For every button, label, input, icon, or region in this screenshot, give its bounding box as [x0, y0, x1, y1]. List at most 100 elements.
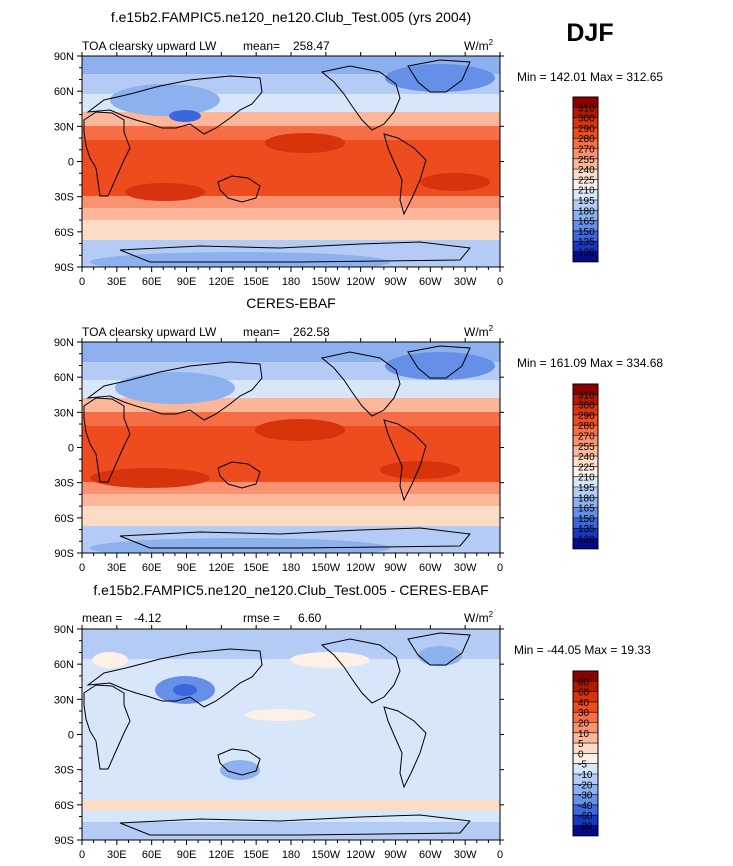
colorbar-box — [573, 691, 598, 703]
anomaly-australia — [220, 760, 260, 780]
rmse-label: rmse = — [243, 611, 280, 625]
x-tick-label: 30W — [454, 562, 477, 574]
x-tick-label: 120W — [346, 562, 375, 574]
x-tick-label: 90W — [384, 276, 407, 288]
colorbar-box — [573, 404, 598, 416]
anomaly-asia-cold — [110, 84, 220, 116]
colorbar-box — [573, 681, 598, 692]
y-tick-label: 90S — [54, 835, 74, 847]
x-tick-label: 120E — [208, 276, 234, 288]
colorbar-box — [573, 466, 598, 477]
x-tick-label: 90W — [384, 562, 407, 574]
colorbar-label: -20 — [578, 780, 593, 791]
colorbar-box — [573, 445, 598, 457]
colorbar-box — [573, 701, 598, 713]
anomaly-pacific-warm — [265, 133, 345, 153]
colorbar-box — [573, 507, 598, 519]
colorbar-label: 180 — [578, 493, 595, 504]
colorbar-label: 165 — [578, 504, 595, 515]
axis-ticks: 0 30E 60E 90E 120E 150E 180 150W 120W 90W 60W 30W 09… — [54, 624, 504, 861]
y-tick-label: 30S — [54, 192, 74, 204]
panel-title: f.e15b2.FAMPIC5.ne120_ne120.Club_Test.00… — [111, 9, 471, 25]
y-tick-label: 60S — [54, 227, 74, 239]
x-tick-label: 0 — [79, 849, 85, 861]
anomaly-greenland — [418, 646, 462, 666]
colorbar-label: 0 — [578, 749, 584, 760]
anomaly-pacific-warm — [255, 419, 345, 441]
y-tick-label: 60S — [54, 513, 74, 525]
colorbar-box — [573, 517, 598, 529]
colorbar-box — [573, 497, 598, 508]
y-tick-label: 60N — [54, 659, 74, 671]
x-tick-label: 0 — [497, 562, 503, 574]
anomaly-south-indian — [125, 183, 205, 201]
colorbar-box — [573, 189, 598, 201]
colorbar-box — [573, 487, 598, 498]
colorbar-box — [573, 825, 598, 837]
x-tick-label: 180 — [282, 276, 300, 288]
minmax-label: Min = -44.05 Max = 19.33 — [514, 643, 651, 657]
colorbar-label: 300 — [578, 401, 595, 412]
band-southern-ocean — [82, 506, 500, 528]
colorbar-box — [573, 425, 598, 436]
colorbar-label: 280 — [578, 421, 595, 432]
x-tick-label: 30E — [107, 562, 127, 574]
colorbar-label: 255 — [578, 155, 595, 166]
colorbar-label: 210 — [578, 186, 595, 197]
y-tick-label: 60N — [54, 86, 74, 98]
colorbar-label: 225 — [578, 462, 595, 473]
colorbar-label: 165 — [578, 217, 595, 228]
colorbar-label: 30 — [578, 708, 590, 719]
colorbar-box — [573, 158, 598, 170]
minmax-label: Min = 161.09 Max = 334.68 — [517, 356, 663, 370]
colorbar-label: 20 — [578, 719, 590, 730]
colorbar-label: -10 — [578, 770, 593, 781]
mean-label: mean = — [82, 611, 122, 625]
colorbar-box — [573, 763, 598, 775]
x-tick-label: 180 — [282, 849, 300, 861]
units-label: W/m2 — [464, 610, 494, 625]
colorbar-box — [573, 384, 598, 395]
y-tick-label: 0 — [68, 730, 74, 742]
colorbar-box — [573, 117, 598, 129]
season-label: DJF — [566, 19, 613, 47]
colorbar-box — [573, 138, 598, 149]
panel-observation: CERES-EBAF TOA clearsky upward LW mean= … — [54, 295, 664, 574]
colorbar-box — [573, 743, 598, 754]
map-field — [82, 629, 500, 840]
y-tick-label: 30S — [54, 765, 74, 777]
colorbar-box — [573, 394, 598, 405]
colorbar-label: 310 — [578, 103, 595, 114]
x-tick-label: 150E — [243, 562, 269, 574]
axis-ticks: 0 30E 60E 90E 120E 150E 180 150W 120W 90W 60W 30W 09… — [54, 337, 504, 574]
panel-title: f.e15b2.FAMPIC5.ne120_ne120.Club_Test.00… — [93, 582, 488, 598]
colorbar-box — [573, 722, 598, 734]
x-tick-label: 60E — [142, 276, 162, 288]
y-tick-label: 0 — [68, 443, 74, 455]
anomaly-north-pacific — [290, 652, 370, 668]
variable-label: TOA clearsky upward LW — [82, 39, 217, 53]
colorbar-box — [573, 414, 598, 426]
colorbar-label: 270 — [578, 432, 595, 443]
panel-model: f.e15b2.FAMPIC5.ne120_ne120.Club_Test.00… — [54, 9, 664, 288]
minmax-label: Min = 142.01 Max = 312.65 — [517, 70, 663, 84]
colorbar-box — [573, 528, 598, 539]
band-antarctic — [82, 822, 500, 840]
colorbar-label: 240 — [578, 165, 595, 176]
colorbar-box — [573, 169, 598, 180]
x-tick-label: 90E — [177, 276, 197, 288]
colorbar-label: 195 — [578, 483, 595, 494]
band-southern-ocean — [82, 800, 500, 810]
y-tick-label: 30S — [54, 478, 74, 490]
x-tick-label: 30E — [107, 849, 127, 861]
colorbar-label: 180 — [578, 206, 595, 217]
colorbar-label: 300 — [578, 114, 595, 125]
colorbar-box — [573, 712, 598, 723]
y-tick-label: 60N — [54, 372, 74, 384]
colorbar-box — [573, 804, 598, 816]
colorbar-label: 310 — [578, 390, 595, 401]
colorbar-label: 5 — [578, 739, 584, 750]
colorbar-label: -40 — [578, 801, 593, 812]
colorbar-label: 290 — [578, 124, 595, 135]
